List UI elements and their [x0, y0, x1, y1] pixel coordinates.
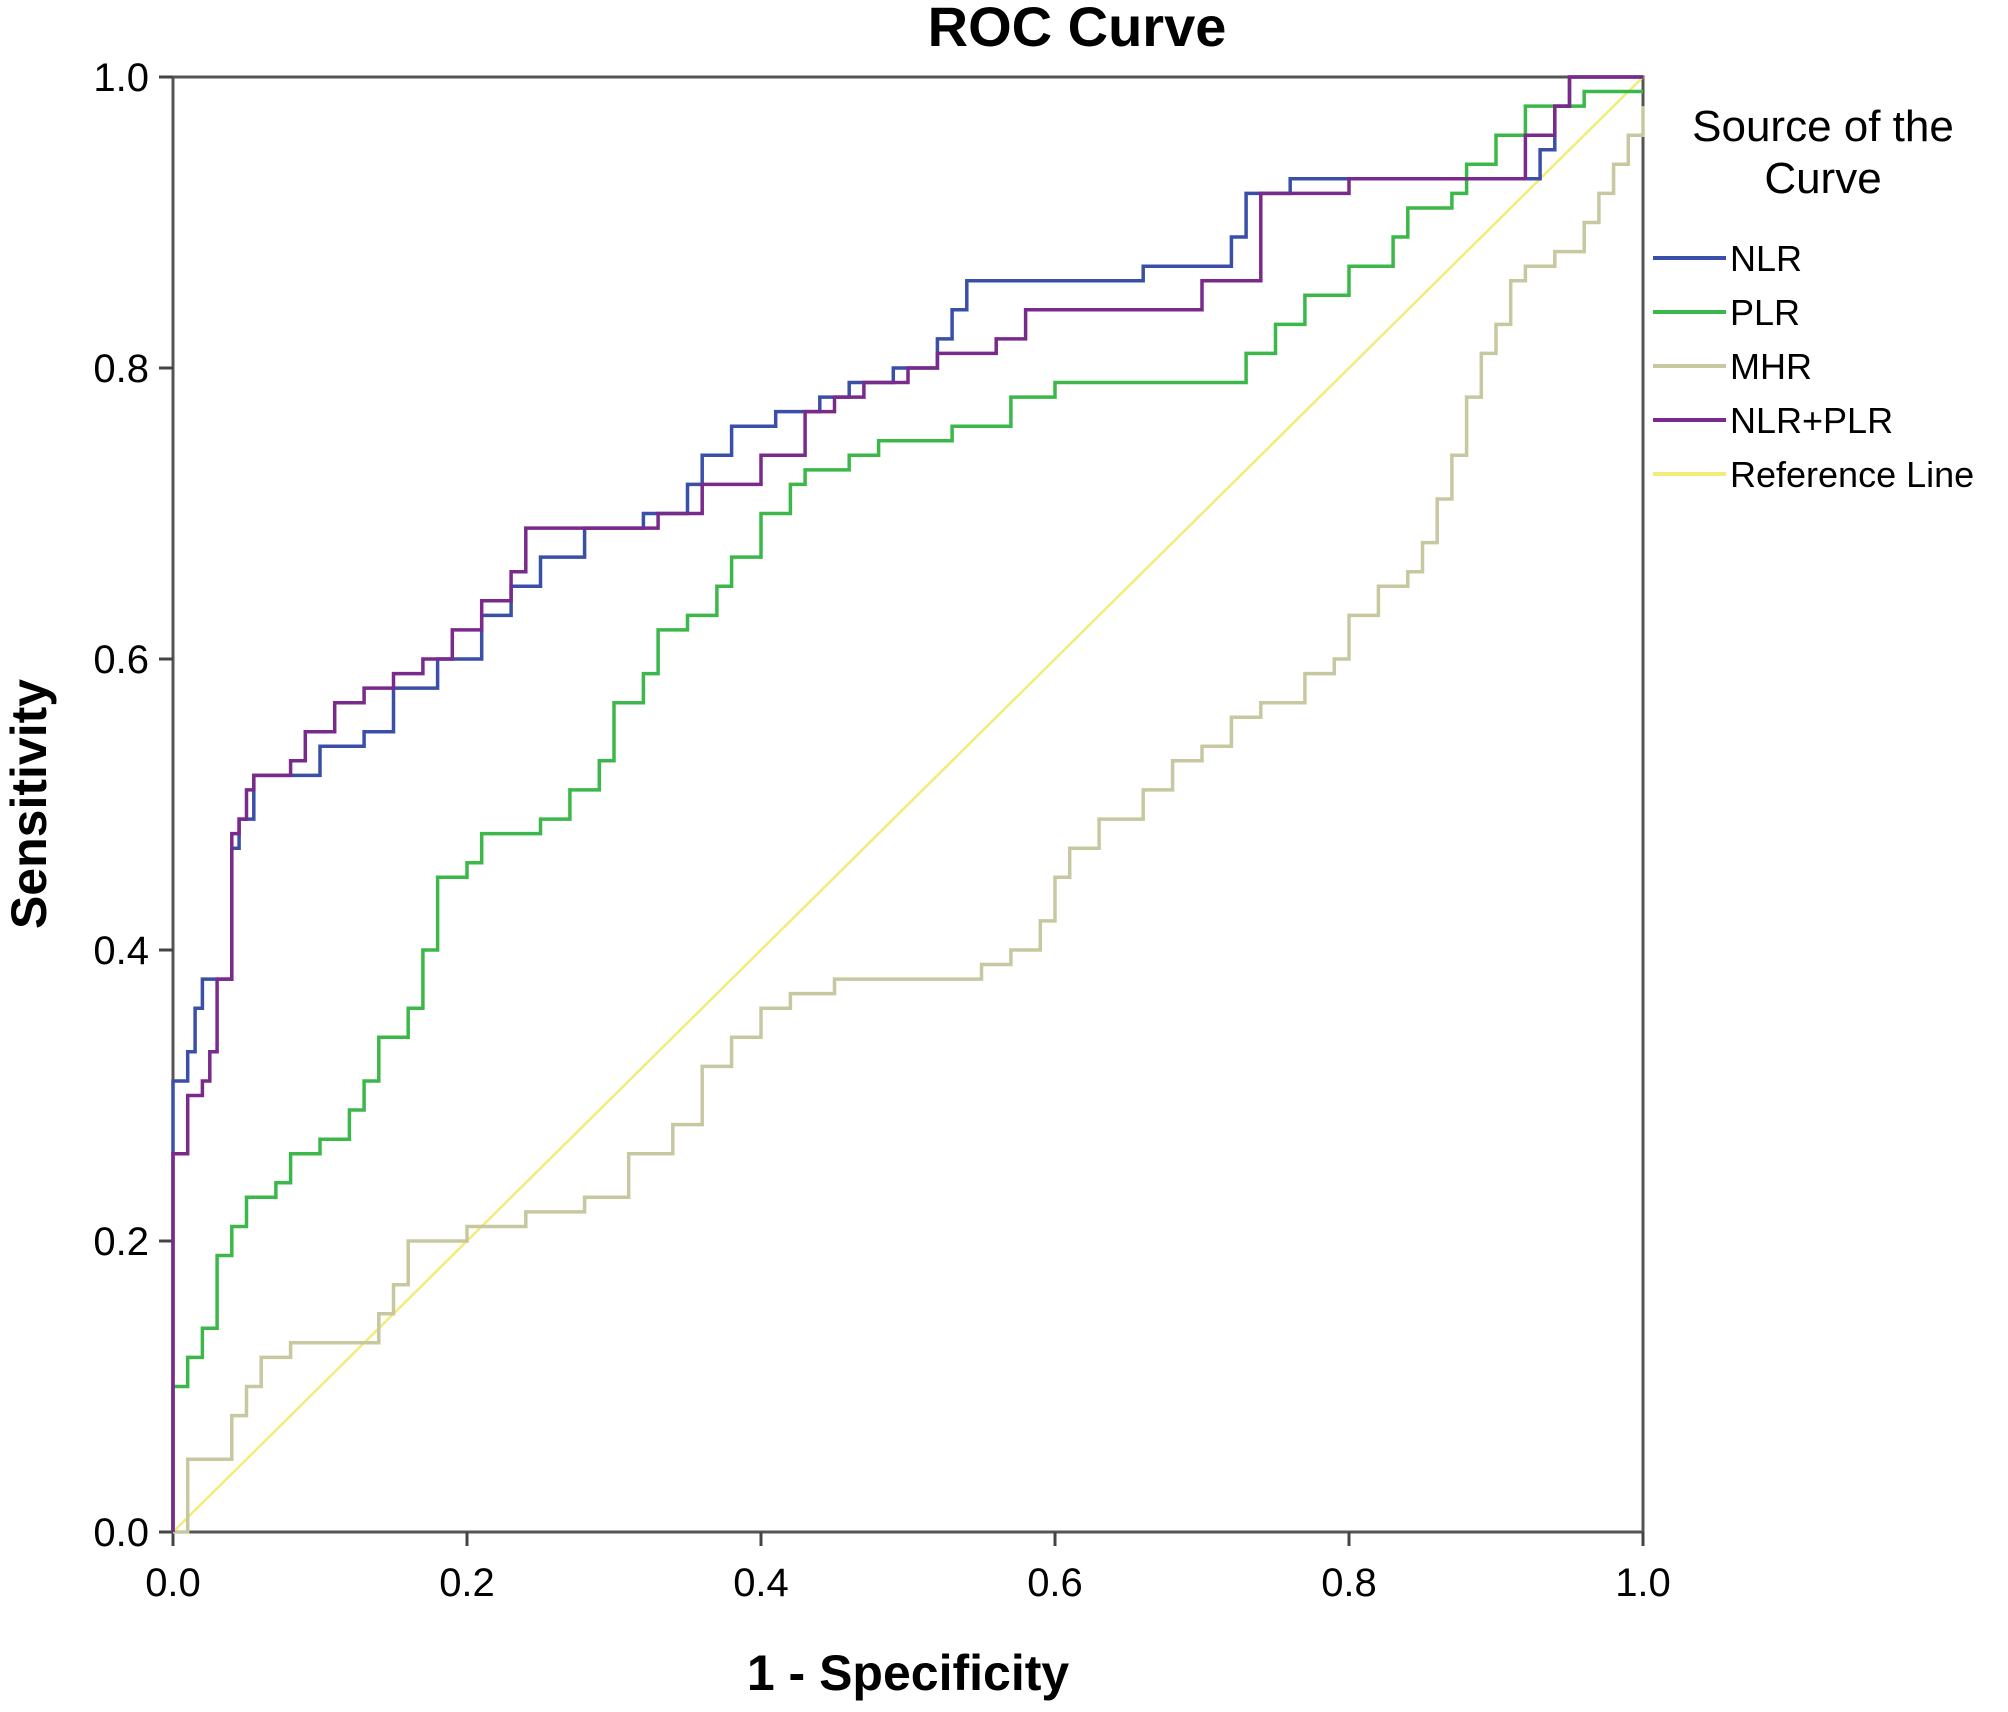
y-tick-label: 0.2	[93, 1220, 149, 1264]
series-lines	[171, 75, 1645, 1534]
x-tick-label: 0.8	[1321, 1561, 1377, 1605]
y-tick-label: 0.8	[93, 347, 149, 391]
axis-ticks: 0.0 0.2 0.4 0.6 0.8 1.0 0.0 0.2 0.4 0.6 0.8 1.0	[93, 56, 1670, 1605]
y-tick-label: 0.0	[93, 1511, 149, 1555]
y-axis-label: Sensitivity	[1, 679, 57, 929]
x-axis-label: 1 - Specificity	[747, 1645, 1070, 1701]
y-tick-label: 1.0	[93, 56, 149, 100]
x-tick-label: 0.4	[733, 1561, 789, 1605]
y-tick-label: 0.6	[93, 638, 149, 682]
legend-label: NLR+PLR	[1730, 400, 1893, 441]
x-tick-label: 0.2	[439, 1561, 495, 1605]
y-tick-label: 0.4	[93, 929, 149, 973]
series-line-plr	[171, 89, 1643, 1532]
series-line-mhr	[173, 106, 1645, 1534]
legend-items: NLR PLR MHR NLR+PLR Reference Line	[1653, 238, 1974, 495]
chart-title: ROC Curve	[928, 0, 1227, 58]
legend-label: PLR	[1730, 292, 1800, 333]
legend-label: MHR	[1730, 346, 1812, 387]
legend-label: NLR	[1730, 238, 1802, 279]
legend-label: Reference Line	[1730, 454, 1974, 495]
x-tick-label: 0.6	[1027, 1561, 1083, 1605]
legend: Source of the Curve NLR PLR MHR NLR+PLR Refer…	[1653, 102, 1974, 495]
series-line-nlr-plr	[171, 75, 1643, 1532]
legend-title: Source of the Curve	[1692, 102, 1954, 203]
series-line-reference-line	[172, 76, 1644, 1533]
x-tick-label: 1.0	[1615, 1561, 1671, 1605]
x-tick-label: 0.0	[145, 1561, 201, 1605]
